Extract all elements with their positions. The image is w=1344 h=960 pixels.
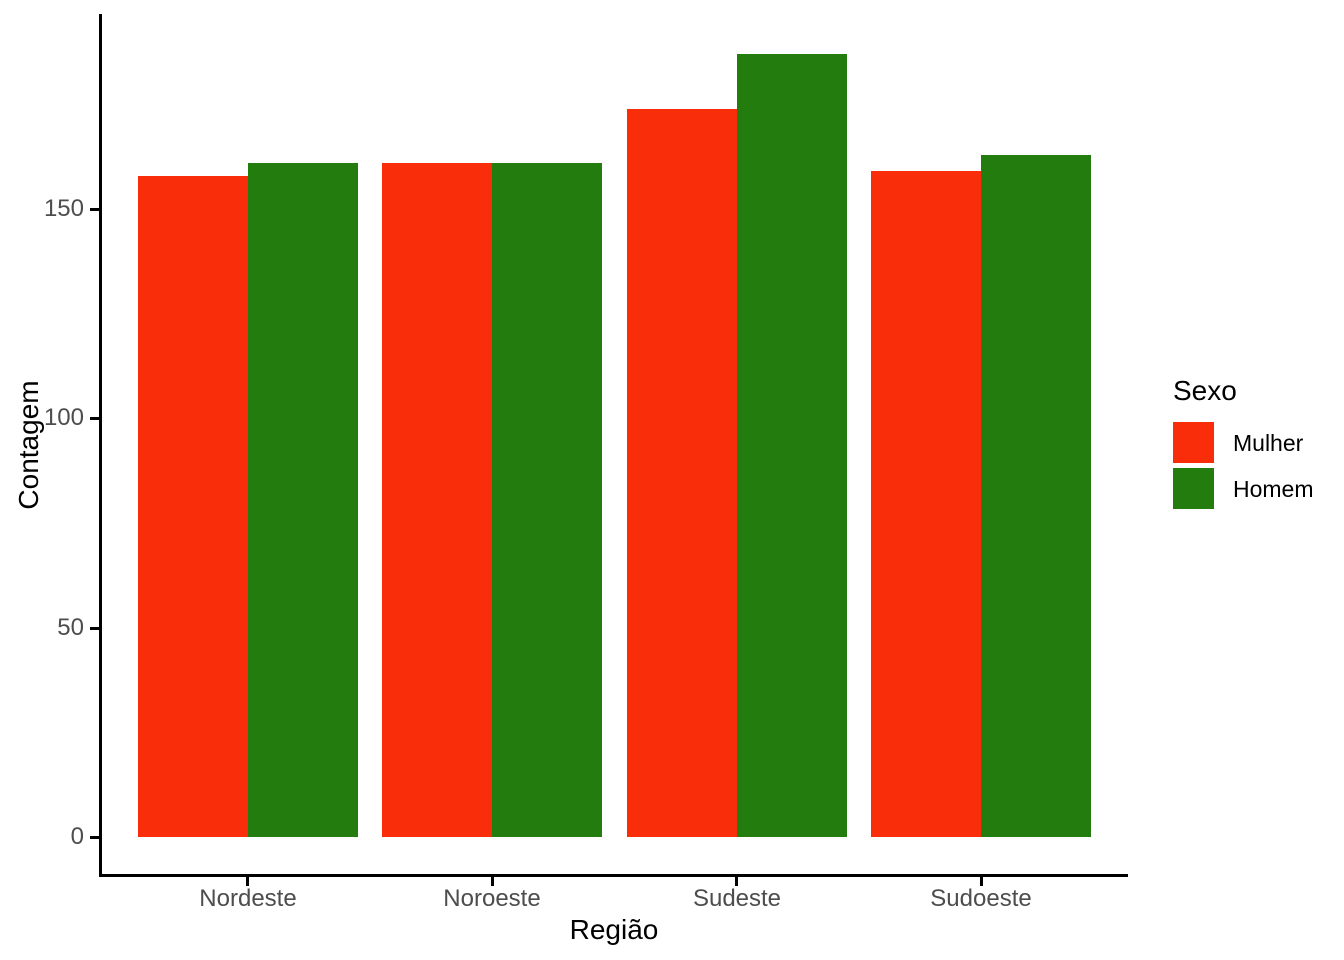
- legend-item-mulher: Mulher: [1173, 422, 1343, 463]
- y-tick-150: [90, 207, 99, 211]
- x-tick-label-nordeste: Nordeste: [199, 885, 297, 912]
- x-axis-title: Região: [569, 914, 659, 945]
- legend-swatch-homem: [1173, 468, 1214, 509]
- legend-label-homem: Homem: [1233, 475, 1314, 502]
- x-tick-noroeste: [491, 877, 494, 886]
- x-tick-nordeste: [246, 877, 249, 886]
- bar-nordeste-mulher: [138, 176, 248, 837]
- legend-item-homem: Homem: [1173, 468, 1343, 509]
- x-tick-label-sudoeste: Sudoeste: [930, 885, 1032, 912]
- y-tick-label-100: 100: [43, 404, 84, 431]
- bar-sudeste-homem: [737, 54, 847, 837]
- y-tick-100: [90, 416, 99, 420]
- bar-sudoeste-homem: [981, 155, 1091, 837]
- bar-nordeste-homem: [248, 163, 358, 837]
- legend-swatch-mulher: [1173, 422, 1214, 463]
- bar-sudeste-mulher: [627, 109, 737, 837]
- x-tick-label-sudeste: Sudeste: [692, 885, 782, 912]
- y-axis-line: [99, 14, 102, 877]
- bar-sudoeste-mulher: [871, 171, 981, 837]
- x-tick-sudeste: [735, 877, 738, 886]
- legend-title: Sexo: [1173, 375, 1237, 406]
- y-tick-label-0: 0: [70, 823, 84, 850]
- bar-noroeste-mulher: [382, 163, 492, 837]
- y-axis-title: Contagem: [13, 380, 44, 510]
- y-tick-0: [90, 835, 99, 839]
- legend: Sexo Mulher Homem: [1173, 376, 1343, 514]
- y-tick-label-50: 50: [57, 614, 84, 641]
- y-tick-50: [90, 626, 99, 630]
- x-axis-line: [99, 874, 1128, 877]
- y-tick-label-150: 150: [43, 195, 84, 222]
- bar-noroeste-homem: [492, 163, 602, 837]
- x-tick-label-noroeste: Noroeste: [443, 885, 541, 912]
- x-tick-sudoeste: [980, 877, 983, 886]
- legend-label-mulher: Mulher: [1233, 429, 1304, 456]
